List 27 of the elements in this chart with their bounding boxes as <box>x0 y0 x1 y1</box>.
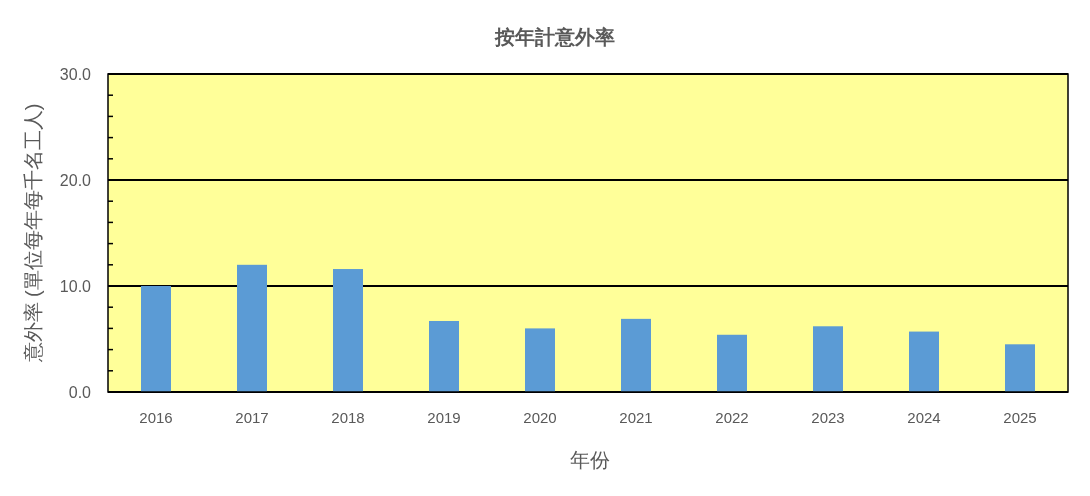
bar <box>909 331 939 392</box>
x-tick-label: 2019 <box>427 409 461 426</box>
bar <box>525 328 555 392</box>
y-tick-label: 20.0 <box>59 172 92 189</box>
y-tick-label: 10.0 <box>59 278 92 295</box>
x-axis-title: 年份 <box>570 449 610 471</box>
bar <box>333 269 363 392</box>
y-tick-label: 0.0 <box>68 384 92 401</box>
x-tick-label: 2016 <box>139 409 173 426</box>
x-tick-label: 2020 <box>523 409 557 426</box>
x-tick-label: 2024 <box>907 409 941 426</box>
chart-title: 按年計意外率 <box>494 26 615 48</box>
y-axis-title: 意外率 (單位每年每千名工人) <box>22 103 44 364</box>
bar <box>621 318 651 392</box>
x-tick-label: 2023 <box>811 409 845 426</box>
x-tick-label: 2021 <box>619 409 653 426</box>
bar <box>1005 344 1035 392</box>
y-tick-label: 30.0 <box>59 66 92 83</box>
bar <box>141 286 171 392</box>
bar <box>237 264 267 392</box>
x-tick-label: 2022 <box>715 409 749 426</box>
bar <box>429 320 459 392</box>
bar <box>813 326 843 392</box>
bar <box>717 334 747 392</box>
x-tick-label: 2018 <box>331 409 365 426</box>
x-tick-label: 2017 <box>235 409 269 426</box>
x-tick-label: 2025 <box>1003 409 1037 426</box>
